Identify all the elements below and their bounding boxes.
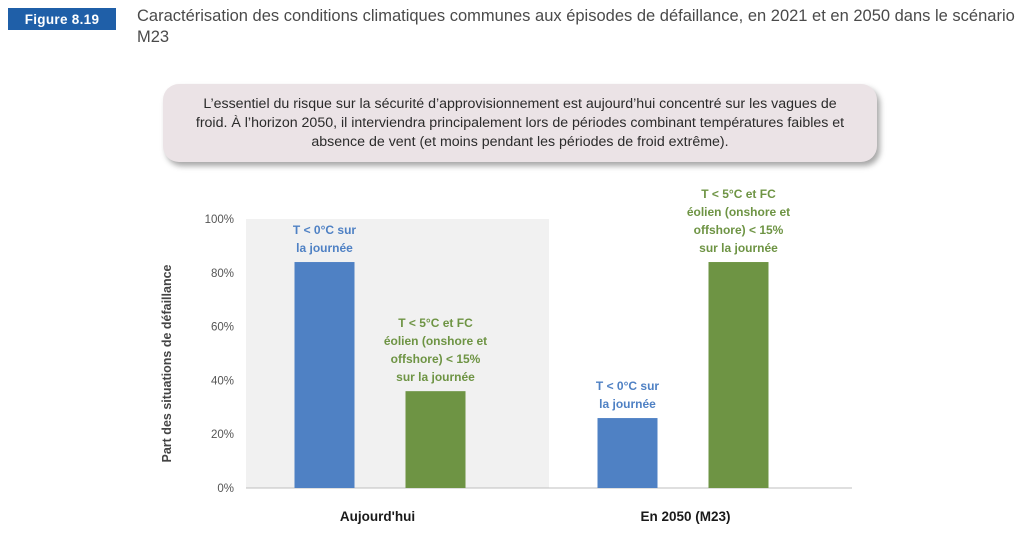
y-tick-label: 0% — [217, 483, 234, 495]
bar-annotation: T < 0°C sur la journée — [596, 379, 659, 411]
bar-annotation: T < 5°C et FC éolien (onshore et offshore)… — [384, 316, 487, 384]
bar-annotation: T < 5°C et FC éolien (onshore et offshore)… — [687, 187, 790, 255]
y-tick-label: 60% — [211, 322, 234, 334]
y-tick-label: 40% — [211, 375, 234, 387]
bar-temp-wind — [708, 262, 769, 488]
category-label: En 2050 (M23) — [640, 509, 730, 524]
y-tick-label: 80% — [211, 268, 234, 280]
category-label: Aujourd'hui — [340, 509, 415, 524]
figure-badge: Figure 8.19 — [8, 8, 116, 30]
bar-annotation: T < 0°C sur la journée — [293, 223, 356, 255]
bar-temp-below-0 — [294, 262, 355, 488]
bar-temp-wind — [405, 391, 466, 488]
y-tick-label: 100% — [205, 214, 234, 226]
y-axis-label: Part des situations de défaillance — [160, 264, 174, 462]
y-tick-label: 20% — [211, 429, 234, 441]
key-message-callout: L’essentiel du risque sur la sécurité d’… — [163, 84, 877, 162]
figure-title: Caractérisation des conditions climatiqu… — [137, 7, 1015, 46]
bar-temp-below-0 — [597, 418, 658, 488]
